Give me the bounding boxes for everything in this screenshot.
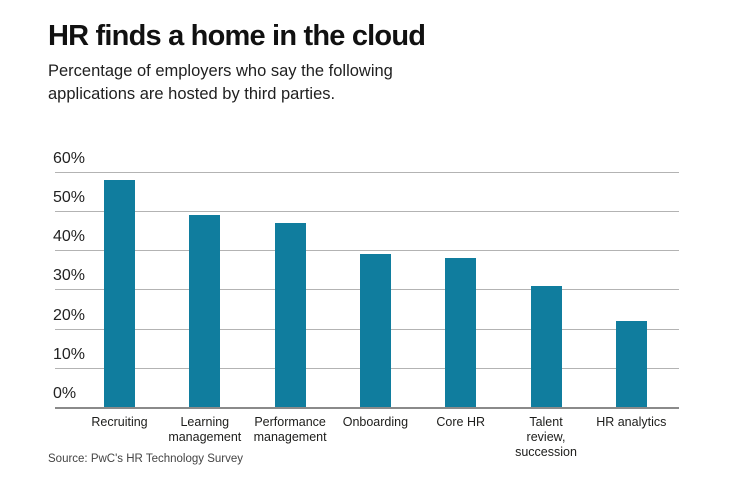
bar-learning-management [189,215,221,407]
gridline [55,211,679,213]
bar-onboarding [359,254,391,407]
chart-title: HR finds a home in the cloud [48,20,426,52]
y-axis-tick-label: 40% [53,228,86,246]
x-axis-label-learning-management: Learning management [168,415,242,444]
chart-subtitle: Percentage of employers who say the foll… [48,62,393,103]
bar-core-hr [445,258,477,407]
bar-hr-analytics [615,320,647,407]
x-axis-line [55,407,679,409]
y-axis-tick-label: 20% [53,306,86,324]
bar-recruiting [104,179,135,407]
x-axis-label-talent-review-succession: Talent review, succession [515,415,577,459]
source-note: Source: PwC's HR Technology Survey [48,453,244,465]
bar-talent-review-succession [530,285,562,407]
x-axis-label-core-hr: Core HR [436,415,485,429]
y-axis-tick-label: 10% [53,345,86,363]
bar-performance-management [274,222,306,407]
y-axis-tick-label: 30% [53,267,86,285]
y-axis-tick-label: 0% [53,385,77,402]
gridline [55,171,679,173]
x-axis-label-onboarding: Onboarding [342,415,409,429]
x-axis-label-recruiting: Recruiting [91,415,148,429]
y-axis-tick-label: 50% [53,189,86,207]
x-axis-label-performance-management: Performance management [253,415,327,444]
x-axis-label-hr-analytics: HR analytics [596,415,667,429]
y-axis-tick-label: 60% [53,149,86,167]
gridline [55,250,679,252]
